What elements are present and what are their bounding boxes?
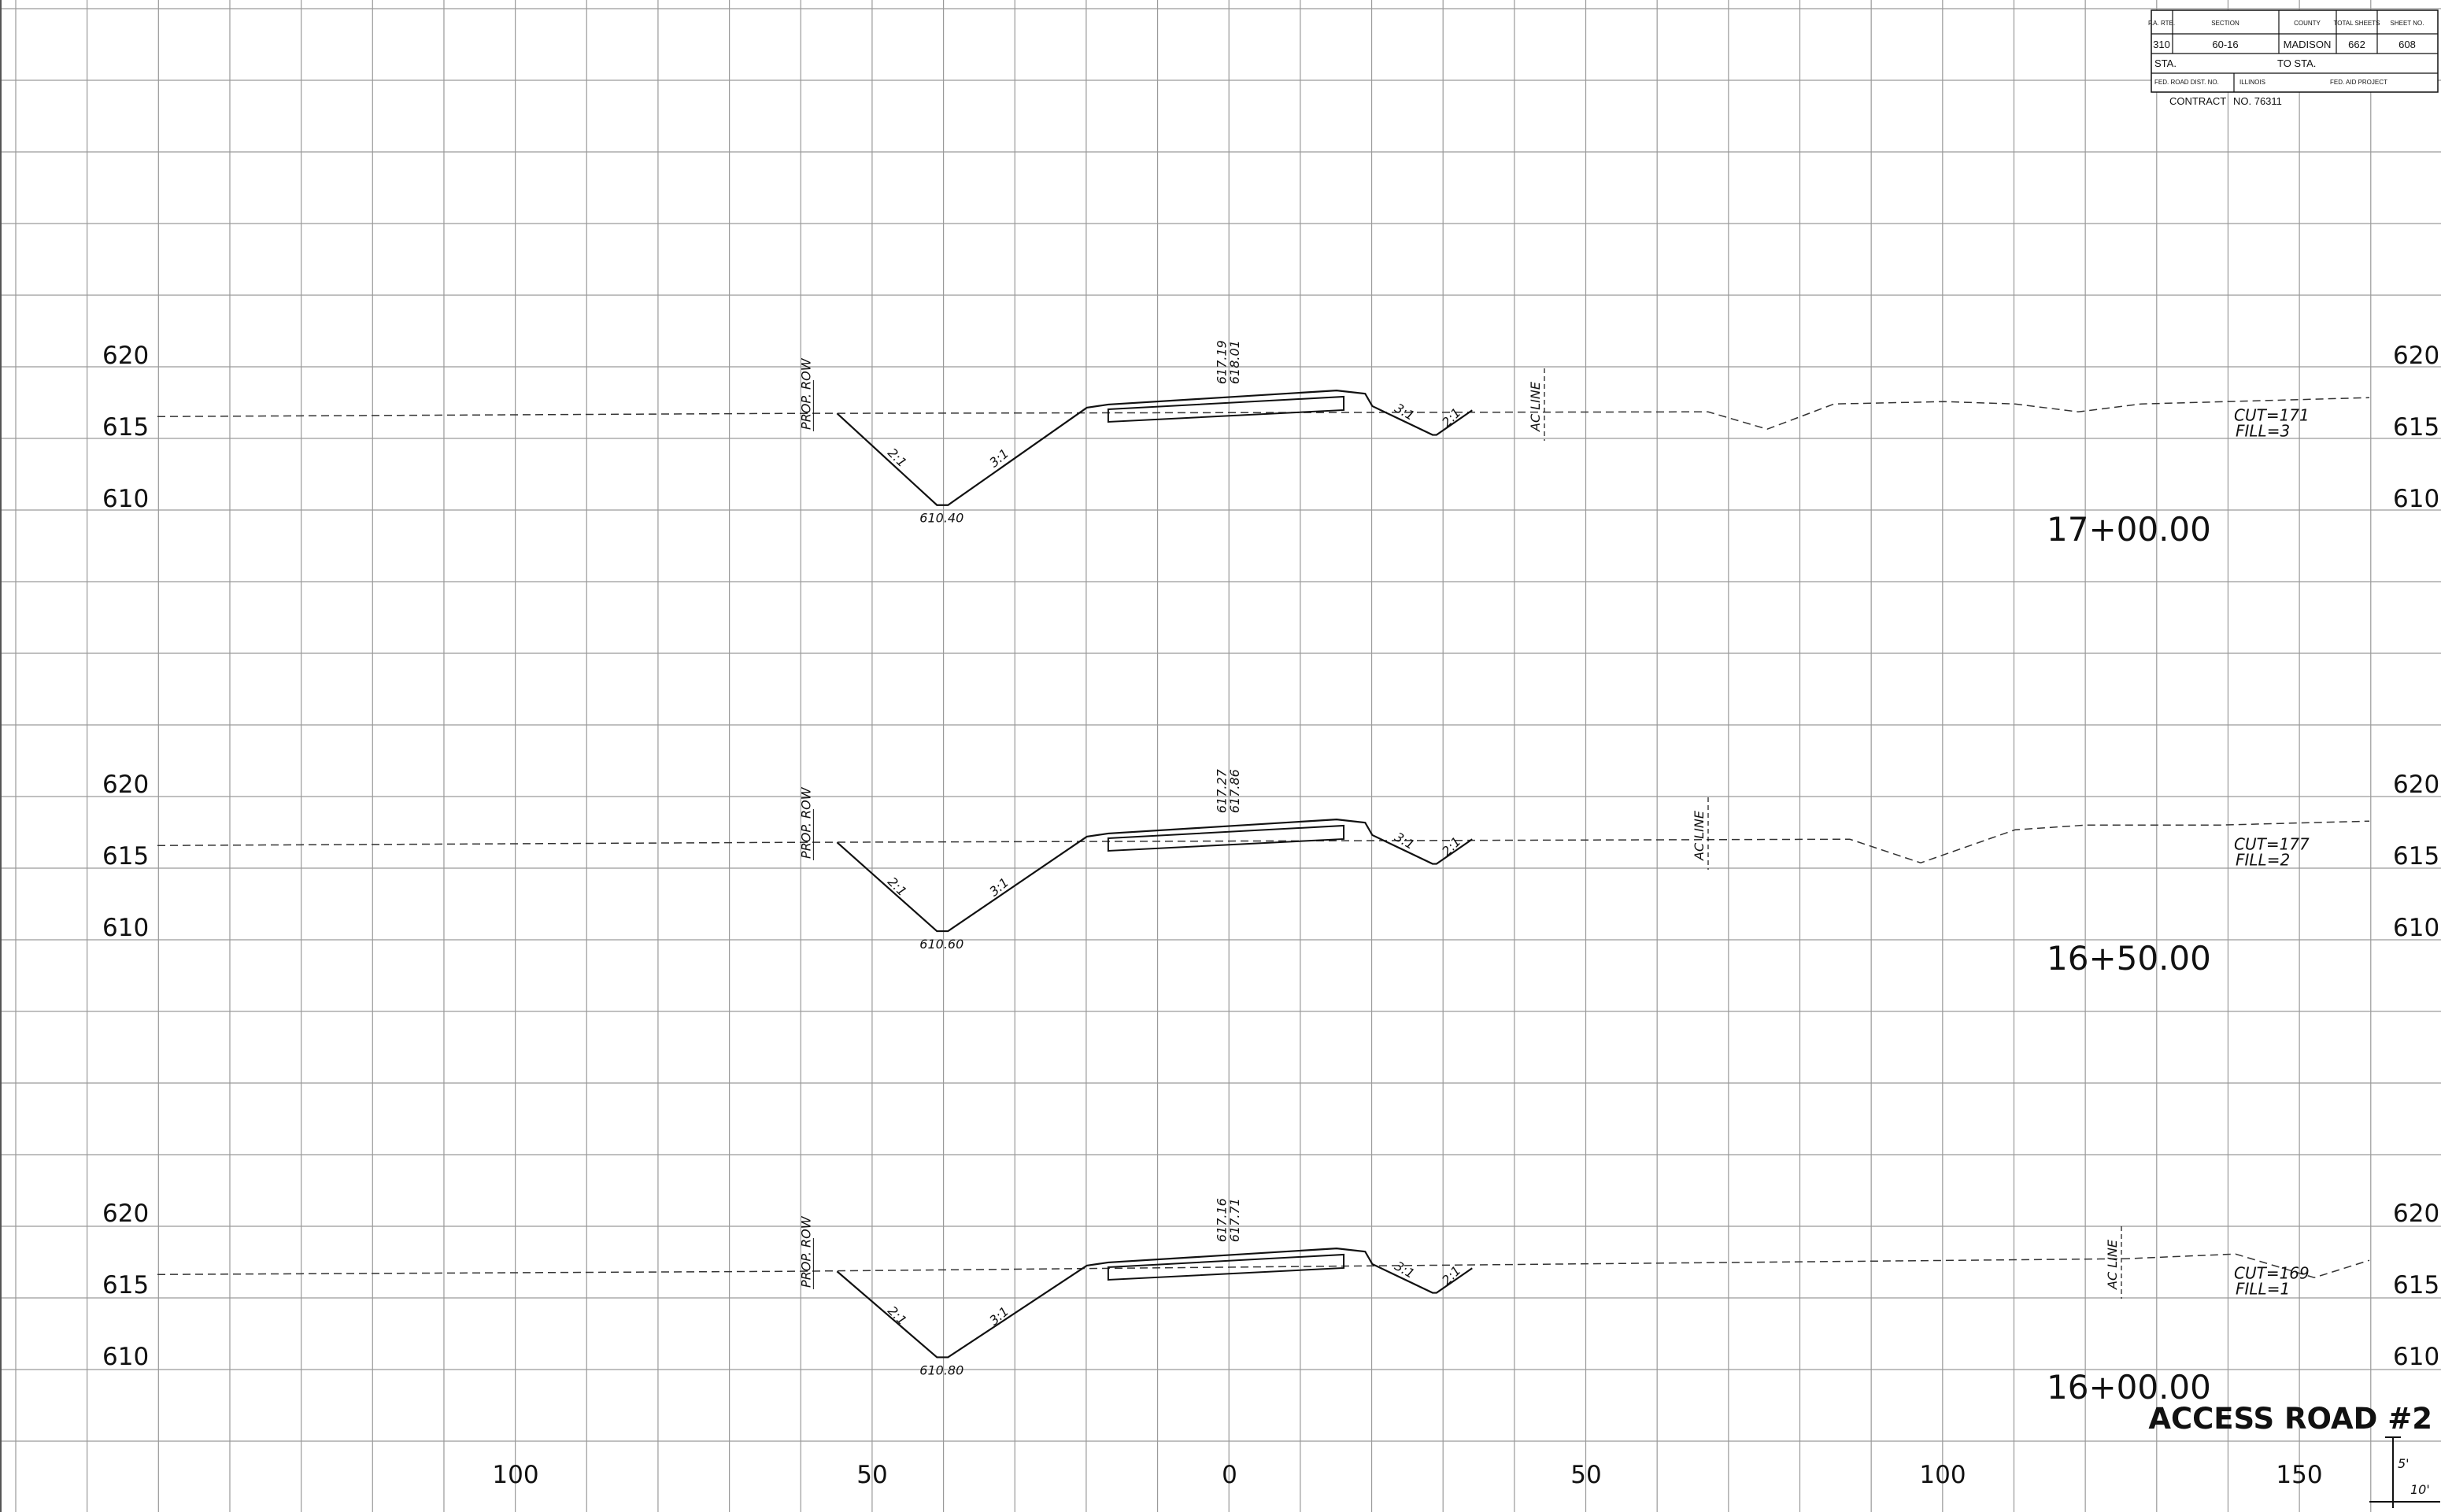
fill-quantity: FILL=2 (2236, 850, 2290, 869)
proposed-section-line (836, 390, 1473, 506)
offset-label: 100 (1919, 1461, 1966, 1489)
tb-fed-road-dist-label: FED. ROAD DIST. NO. (2154, 79, 2219, 86)
grade-elevation: 617.19 (1214, 340, 1229, 384)
scale-horizontal: 10' (2410, 1482, 2430, 1497)
tb-sheet-no: 608 (2398, 39, 2416, 50)
ac-line-label: AC LINE (1692, 810, 1707, 861)
elevation-label: 610 (102, 485, 149, 513)
elevation-label: 615 (2393, 842, 2439, 871)
existing-ground-line (157, 820, 2370, 864)
elevation-label: 620 (2393, 771, 2439, 799)
ditch-elevation: 610.60 (919, 937, 963, 952)
proposed-section-line (836, 819, 1473, 933)
elevation-label: 610 (102, 914, 149, 942)
grade-elevation: 617.27 (1214, 768, 1229, 813)
tb-county: MADISON (2284, 39, 2332, 50)
tb-section-label: SECTION (2211, 20, 2239, 27)
tb-fed-aid-project-label: FED. AID PROJECT (2330, 79, 2387, 86)
tb-section: 60-16 (2212, 39, 2238, 50)
tb-total-sheets: 662 (2348, 39, 2365, 50)
cut-quantity: CUT=171 (2234, 405, 2310, 424)
tb-state-label: ILLINOIS (2239, 79, 2265, 86)
ditch-elevation: 610.40 (919, 511, 963, 526)
pavement-box (1107, 1253, 1345, 1281)
proposed-section-line (836, 1248, 1473, 1359)
row-label: PROP. ROW (798, 786, 813, 859)
scale-vertical: 5' (2398, 1456, 2410, 1471)
elevation-label: 620 (102, 1200, 149, 1228)
tb-contract-label: CONTRACT (2169, 95, 2226, 107)
offset-label: 50 (856, 1461, 887, 1489)
elevation-label: 610 (2393, 914, 2439, 942)
tb-fa-rte-label: F.A. RTE. (2148, 20, 2175, 27)
ditch-elevation: 610.80 (919, 1362, 963, 1377)
ac-line-label: AC LINE (2105, 1239, 2120, 1290)
elevation-label: 610 (2393, 485, 2439, 513)
grade-elevation: 618.01 (1227, 340, 1242, 384)
elevation-label: 615 (102, 842, 149, 871)
pavement-box (1107, 395, 1345, 423)
tb-county-label: COUNTY (2294, 20, 2321, 27)
tb-sta-label: STA. (2154, 57, 2177, 69)
title-block: F.A. RTE. SECTION COUNTY TOTAL SHEETS SH… (2148, 9, 2439, 107)
fill-quantity: FILL=1 (2236, 1279, 2290, 1298)
station-label: 17+00.00 (2047, 510, 2211, 549)
elevation-label: 620 (2393, 342, 2439, 370)
pavement-box (1107, 824, 1345, 852)
elevation-label: 610 (2393, 1343, 2439, 1371)
cut-quantity: CUT=169 (2234, 1263, 2310, 1282)
cut-quantity: CUT=177 (2234, 834, 2310, 853)
existing-ground-line (157, 397, 2370, 431)
offset-label: 150 (2276, 1461, 2322, 1489)
elevation-label: 620 (2393, 1200, 2439, 1228)
grade-elevation: 617.16 (1214, 1198, 1229, 1242)
tb-sheet-no-label: SHEET NO. (2391, 20, 2424, 27)
ac-line-label: AC LINE (1528, 381, 1543, 432)
elevation-label: 620 (102, 342, 149, 370)
existing-ground-line (157, 1253, 2370, 1279)
sheet-title: ACCESS ROAD #2 (2148, 1402, 2432, 1436)
grade-elevation: 617.86 (1227, 769, 1242, 813)
tb-contract-no: NO. 76311 (2233, 95, 2282, 107)
elevation-label: 620 (102, 771, 149, 799)
fill-quantity: FILL=3 (2236, 421, 2290, 440)
row-label: PROP. ROW (798, 1215, 813, 1288)
elevation-label: 615 (2393, 413, 2439, 442)
elevation-label: 615 (102, 413, 149, 442)
tb-fa-rte: 310 (2153, 39, 2170, 50)
elevation-label: 610 (102, 1343, 149, 1371)
row-label: PROP. ROW (798, 357, 813, 430)
offset-axis: 100 50 0 50 100 150 (492, 1461, 2322, 1489)
grade-elevation: 617.71 (1227, 1198, 1242, 1242)
station-label: 16+00.00 (2047, 1368, 2211, 1407)
offset-label: 100 (492, 1461, 538, 1489)
station-label: 16+50.00 (2047, 939, 2211, 978)
elevation-label: 615 (2393, 1271, 2439, 1299)
tb-total-sheets-label: TOTAL SHEETS (2334, 20, 2380, 27)
elevation-label: 615 (102, 1271, 149, 1299)
scale-indicator (2369, 1436, 2440, 1508)
offset-label: 50 (1570, 1461, 1601, 1489)
tb-to-sta-label: TO STA. (2277, 57, 2316, 69)
offset-label: 0 (1222, 1461, 1237, 1489)
